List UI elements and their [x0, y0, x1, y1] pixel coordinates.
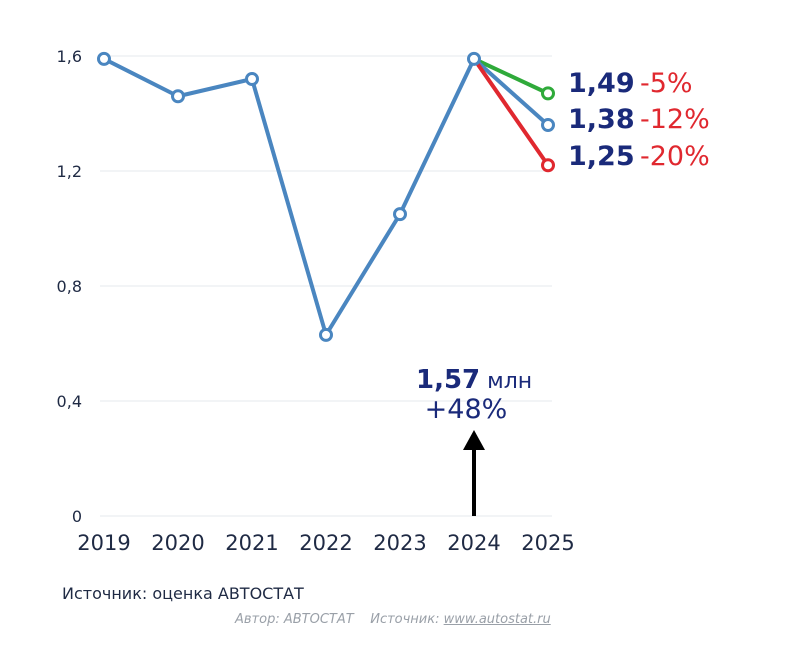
x-tick-label: 2024	[447, 531, 500, 555]
y-tick-label: 1,6	[57, 47, 82, 66]
x-tick-label: 2019	[77, 531, 130, 555]
series-line	[102, 56, 476, 337]
line-chart: 00,40,81,21,6 2019 2020 2021 2022 2023 2024 20…	[57, 47, 710, 555]
forecast-pct-label: -20%	[640, 141, 710, 172]
grid-lines	[100, 55, 552, 517]
data-point	[245, 72, 259, 86]
data-point	[541, 158, 555, 173]
credit-line: Автор: АВТОСТАТ Источник: www.autostat.r…	[235, 612, 551, 627]
annotation-2024: 1,57 млн+48%	[416, 365, 532, 516]
y-tick-label: 0	[72, 507, 82, 526]
series-line	[472, 56, 550, 127]
y-tick-label: 1,2	[57, 162, 82, 181]
annotation-change: +48%	[425, 394, 508, 425]
x-tick-label: 2022	[299, 531, 352, 555]
data-point	[393, 207, 407, 222]
forecast-pct-label: -5%	[640, 68, 693, 99]
forecast-value-label: 1,49	[568, 68, 635, 99]
series-line	[472, 56, 550, 96]
credit-source-link[interactable]: www.autostat.ru	[443, 612, 551, 627]
data-point	[541, 118, 555, 132]
x-tick-label: 2021	[225, 531, 278, 555]
forecast-value-label: 1,38	[568, 104, 635, 135]
forecast-labels: 1,49 -5%1,38 -12%1,25 -20%	[568, 68, 710, 172]
credit-source-label: Источник:	[370, 612, 440, 627]
data-point	[97, 51, 111, 66]
data-point	[171, 89, 185, 104]
series-lines	[102, 56, 550, 337]
y-tick-label: 0,4	[57, 392, 82, 411]
x-axis-ticks: 2019 2020 2021 2022 2023 2024 2025	[77, 531, 574, 555]
x-tick-label: 2025	[521, 531, 574, 555]
source-note: Источник: оценка АВТОСТАТ	[62, 584, 304, 603]
series-points	[97, 51, 555, 342]
forecast-value-label: 1,25	[568, 141, 635, 172]
annotation-value: 1,57 млн	[416, 365, 532, 395]
x-tick-label: 2020	[151, 531, 204, 555]
data-point	[319, 327, 333, 342]
x-tick-label: 2023	[373, 531, 426, 555]
y-tick-label: 0,8	[57, 277, 82, 296]
y-axis-ticks: 0 0,4 0,8 1,2 1,6	[57, 47, 82, 526]
series-line	[472, 56, 550, 168]
forecast-pct-label: -12%	[640, 104, 710, 135]
credit-author: Автор: АВТОСТАТ	[235, 612, 354, 627]
annotation-arrow-head	[463, 430, 485, 450]
data-point	[541, 86, 555, 101]
data-point	[467, 51, 481, 66]
